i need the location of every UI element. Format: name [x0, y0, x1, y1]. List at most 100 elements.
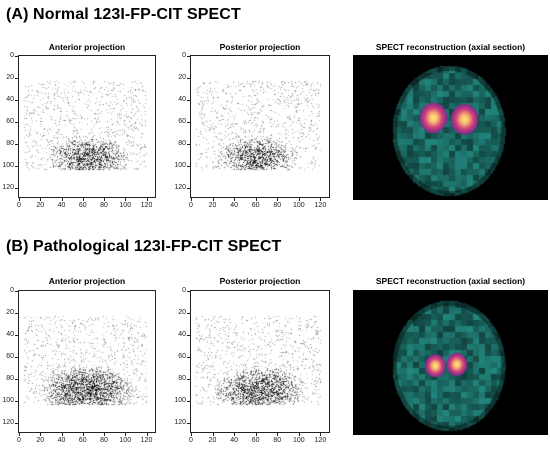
x-tick-mark [19, 198, 20, 201]
b-anterior-title: Anterior projection [48, 276, 126, 286]
y-tick-label: 120 [174, 419, 186, 427]
x-tick-mark [277, 433, 279, 436]
x-tick-label: 100 [292, 202, 305, 209]
y-tick-label: 60 [6, 118, 14, 126]
y-tick-mark [187, 144, 190, 146]
y-tick-mark [187, 166, 190, 168]
x-tick-label: 120 [314, 437, 327, 444]
y-tick-label: 0 [182, 52, 186, 59]
y-tick-label: 0 [182, 287, 186, 294]
y-tick-label: 40 [178, 96, 186, 104]
x-tick-label: 60 [78, 437, 87, 444]
b-anterior-projection [18, 290, 156, 433]
x-tick-mark [320, 198, 322, 201]
x-tick-label: 120 [314, 202, 327, 209]
y-tick-mark [187, 423, 190, 425]
y-tick-mark [15, 100, 18, 102]
x-tick-mark [234, 198, 236, 201]
y-tick-mark [15, 144, 18, 146]
y-tick-label: 40 [6, 96, 14, 104]
y-tick-mark [187, 56, 190, 57]
x-tick-label: 20 [208, 202, 217, 209]
y-tick-label: 20 [178, 309, 186, 317]
x-tick-label: 120 [140, 437, 153, 444]
y-tick-mark [15, 78, 18, 80]
y-tick-label: 100 [2, 162, 14, 170]
x-tick-mark [255, 198, 257, 201]
x-tick-mark [104, 198, 105, 201]
y-tick-label: 80 [178, 375, 186, 383]
x-tick-label: 40 [230, 202, 239, 209]
x-tick-label: 0 [189, 202, 193, 209]
x-tick-label: 100 [292, 437, 305, 444]
x-tick-label: 40 [230, 437, 239, 444]
y-tick-mark [15, 188, 18, 190]
y-tick-label: 120 [174, 184, 186, 192]
y-tick-label: 40 [178, 331, 186, 339]
y-tick-mark [187, 122, 190, 124]
a-posterior-projection [190, 55, 330, 198]
y-tick-mark [15, 122, 18, 124]
y-tick-mark [187, 357, 190, 359]
y-tick-mark [187, 100, 190, 102]
x-tick-mark [19, 433, 20, 436]
x-tick-label: 40 [57, 437, 66, 444]
y-tick-label: 20 [178, 74, 186, 82]
x-tick-mark [277, 198, 279, 201]
x-tick-label: 20 [36, 202, 45, 209]
b-recon-title: SPECT reconstruction (axial section) [375, 276, 526, 286]
x-tick-mark [82, 433, 84, 436]
x-tick-label: 80 [273, 437, 282, 444]
x-tick-label: 0 [17, 437, 21, 444]
y-tick-label: 80 [6, 140, 14, 148]
x-tick-mark [212, 433, 214, 436]
x-tick-mark [40, 198, 42, 201]
x-tick-label: 120 [140, 202, 153, 209]
x-tick-mark [40, 433, 42, 436]
y-tick-label: 100 [174, 397, 186, 405]
x-tick-mark [298, 198, 300, 201]
y-tick-label: 80 [178, 140, 186, 148]
x-tick-label: 80 [100, 437, 108, 444]
x-tick-label: 40 [57, 202, 66, 209]
y-tick-label: 60 [6, 353, 14, 361]
y-tick-mark [187, 379, 190, 381]
y-tick-mark [15, 56, 18, 57]
x-tick-mark [61, 433, 63, 436]
y-tick-mark [15, 291, 18, 292]
x-tick-mark [212, 198, 214, 201]
x-tick-mark [82, 198, 84, 201]
y-tick-mark [187, 78, 190, 80]
y-tick-mark [15, 357, 18, 359]
y-tick-label: 20 [6, 309, 14, 317]
x-tick-mark [146, 198, 148, 201]
x-tick-mark [125, 433, 127, 436]
y-tick-mark [15, 313, 18, 315]
b-posterior-title: Posterior projection [219, 276, 301, 286]
x-tick-label: 20 [208, 437, 217, 444]
x-tick-label: 60 [78, 202, 87, 209]
y-tick-mark [187, 401, 190, 403]
y-tick-mark [15, 379, 18, 381]
x-tick-mark [234, 433, 236, 436]
y-tick-mark [187, 188, 190, 190]
y-tick-label: 60 [178, 353, 186, 361]
x-tick-mark [61, 198, 63, 201]
y-tick-mark [187, 313, 190, 315]
y-tick-mark [15, 335, 18, 337]
a-posterior-title: Posterior projection [219, 42, 301, 52]
x-tick-label: 0 [17, 202, 21, 209]
section-b-title: (B) Pathological 123I-FP-CIT SPECT [6, 238, 282, 255]
y-tick-label: 100 [174, 162, 186, 170]
a-spect-reconstruction [353, 55, 548, 200]
x-tick-label: 60 [251, 202, 260, 209]
x-tick-mark [298, 433, 300, 436]
y-tick-label: 60 [178, 118, 186, 126]
x-tick-mark [191, 198, 192, 201]
y-tick-mark [15, 423, 18, 425]
y-tick-mark [15, 401, 18, 403]
y-tick-label: 0 [10, 287, 14, 294]
x-tick-mark [104, 433, 105, 436]
y-tick-mark [187, 335, 190, 337]
y-tick-mark [187, 291, 190, 292]
